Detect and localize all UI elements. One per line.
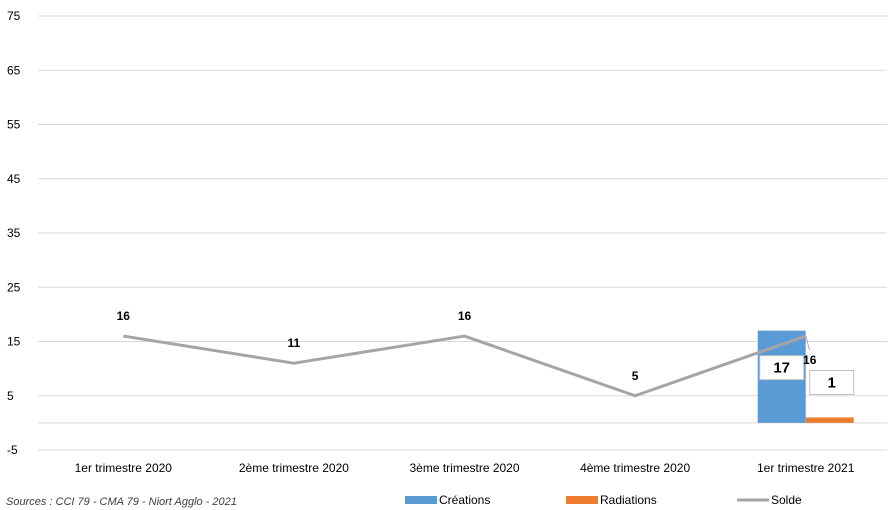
label-leader-line bbox=[805, 335, 811, 351]
solde-value-label: 11 bbox=[288, 336, 301, 350]
x-category-label: 4ème trimestre 2020 bbox=[580, 461, 690, 475]
y-tick-label: 55 bbox=[7, 118, 21, 132]
y-tick-label: 15 bbox=[7, 335, 21, 349]
gridlines bbox=[38, 15, 887, 451]
bar-value-label: 17 bbox=[773, 360, 790, 377]
data-label-box bbox=[759, 355, 805, 381]
y-tick-label: 45 bbox=[7, 172, 21, 186]
bar-value-label: 1 bbox=[828, 374, 836, 391]
x-category-label: 1er trimestre 2020 bbox=[75, 461, 173, 475]
y-tick-label: -5 bbox=[7, 443, 18, 457]
data-label-box bbox=[809, 369, 855, 395]
legend-label: Créations bbox=[439, 493, 490, 507]
data-labels: 17 1 16 11 16 5 16 bbox=[117, 309, 855, 395]
solde-value-label: 16 bbox=[117, 309, 131, 323]
solde-value-label: 16 bbox=[803, 353, 817, 367]
legend-label: Radiations bbox=[600, 493, 657, 507]
y-axis: 75 65 55 45 35 25 15 5 -5 bbox=[7, 9, 21, 457]
solde-value-label: 5 bbox=[632, 369, 639, 383]
y-tick-label: 35 bbox=[7, 226, 21, 240]
legend-swatch bbox=[405, 496, 437, 504]
legend: Créations Radiations Solde bbox=[405, 493, 802, 507]
x-category-label: 1er trimestre 2021 bbox=[757, 461, 855, 475]
y-tick-label: 25 bbox=[7, 280, 21, 294]
legend-swatch bbox=[566, 496, 598, 504]
solde-value-label: 16 bbox=[458, 309, 472, 323]
source-note: Sources : CCI 79 - CMA 79 - Niort Agglo … bbox=[6, 496, 237, 508]
y-tick-label: 75 bbox=[7, 9, 21, 23]
solde-line-group bbox=[123, 334, 807, 398]
x-axis: 1er trimestre 2020 2ème trimestre 2020 3èm… bbox=[75, 461, 855, 475]
y-tick-label: 65 bbox=[7, 63, 21, 77]
x-category-label: 2ème trimestre 2020 bbox=[239, 461, 349, 475]
y-tick-label: 5 bbox=[7, 389, 14, 403]
x-category-label: 3ème trimestre 2020 bbox=[409, 461, 519, 475]
legend-label: Solde bbox=[771, 493, 802, 507]
solde-line bbox=[123, 334, 807, 398]
bar-radiations bbox=[805, 417, 854, 423]
